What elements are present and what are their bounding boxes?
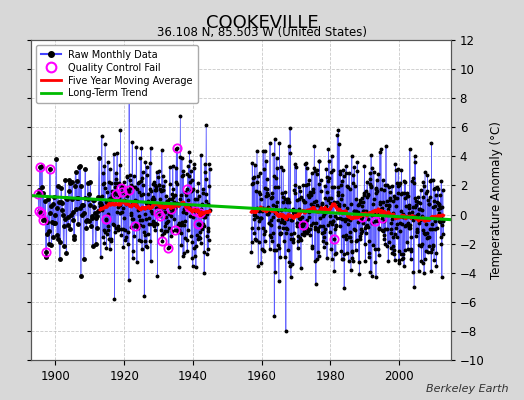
Text: COOKEVILLE: COOKEVILLE [206,14,318,32]
Legend: Raw Monthly Data, Quality Control Fail, Five Year Moving Average, Long-Term Tren: Raw Monthly Data, Quality Control Fail, … [36,45,198,103]
Y-axis label: Temperature Anomaly (°C): Temperature Anomaly (°C) [490,121,503,279]
Text: 36.108 N, 85.503 W (United States): 36.108 N, 85.503 W (United States) [157,26,367,39]
Text: Berkeley Earth: Berkeley Earth [426,384,508,394]
